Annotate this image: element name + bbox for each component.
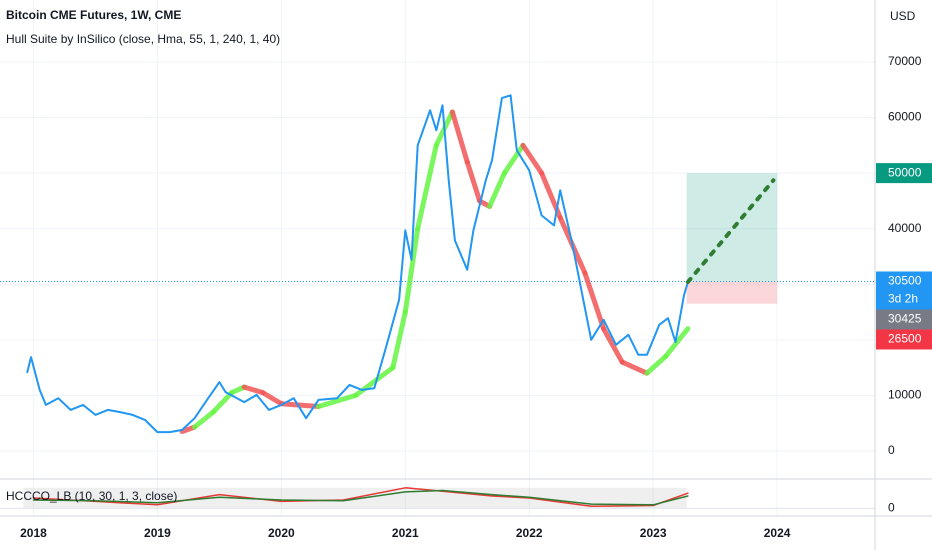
indicator-tick-label: 0 <box>888 500 895 514</box>
y-tick-label: 60000 <box>888 110 922 124</box>
hull-segment <box>501 142 526 176</box>
currency-label: USD <box>890 9 916 23</box>
price-label: 30425 <box>888 312 922 326</box>
axes: 2018201920202021202220232024010000200003… <box>20 54 932 540</box>
hull-segment <box>241 384 266 396</box>
grid <box>0 0 875 516</box>
hull-segment <box>663 326 691 360</box>
hull-segment <box>644 354 669 376</box>
indicator-label: HCCCO_LB (10, 30, 1, 3, close) <box>6 489 177 503</box>
projection-line <box>685 178 776 284</box>
chart-title: Bitcoin CME Futures, 1W, CME <box>6 8 181 22</box>
stop-zone <box>686 281 778 304</box>
hull-segment <box>278 401 322 410</box>
x-tick-label: 2022 <box>516 526 543 540</box>
indicator-line <box>32 487 689 507</box>
price-line <box>26 94 689 434</box>
x-tick-label: 2018 <box>20 526 47 540</box>
hull-segment <box>464 159 483 204</box>
hull-segment <box>601 326 625 365</box>
price-label-box <box>876 163 932 184</box>
x-tick-label: 2021 <box>392 526 419 540</box>
y-tick-label: 10000 <box>888 388 922 402</box>
indicator-line <box>32 489 689 506</box>
price-label-box <box>876 309 932 330</box>
price-label: 50000 <box>888 165 922 179</box>
hull-segment <box>210 390 235 415</box>
price-label: 26500 <box>888 332 922 346</box>
plot <box>0 94 875 435</box>
hull-segment <box>487 170 507 209</box>
hull-segment <box>415 142 439 232</box>
hull-segment <box>192 409 216 430</box>
hull-segment <box>402 226 421 315</box>
y-tick-label: 0 <box>888 443 895 457</box>
hull-segment <box>619 359 650 376</box>
y-tick-label: 70000 <box>888 54 922 68</box>
hull-segment <box>260 390 284 407</box>
hull-segment <box>449 109 470 165</box>
chart-subtitle: Hull Suite by InSilico (close, Hma, 55, … <box>6 32 280 46</box>
hull-segment <box>390 309 408 371</box>
hull-segment <box>520 142 545 176</box>
hull-segment <box>582 270 607 332</box>
price-label: 30500 <box>888 274 922 288</box>
x-tick-label: 2024 <box>764 526 791 540</box>
x-tick-label: 2020 <box>268 526 295 540</box>
price-label-sub: 3d 2h <box>888 292 918 306</box>
x-tick-label: 2019 <box>144 526 171 540</box>
indicator-panel <box>0 487 875 509</box>
x-tick-label: 2023 <box>640 526 667 540</box>
hull-segment <box>316 392 359 410</box>
y-tick-label: 40000 <box>888 221 922 235</box>
price-label-box <box>876 271 932 310</box>
price-label-box <box>876 329 932 350</box>
